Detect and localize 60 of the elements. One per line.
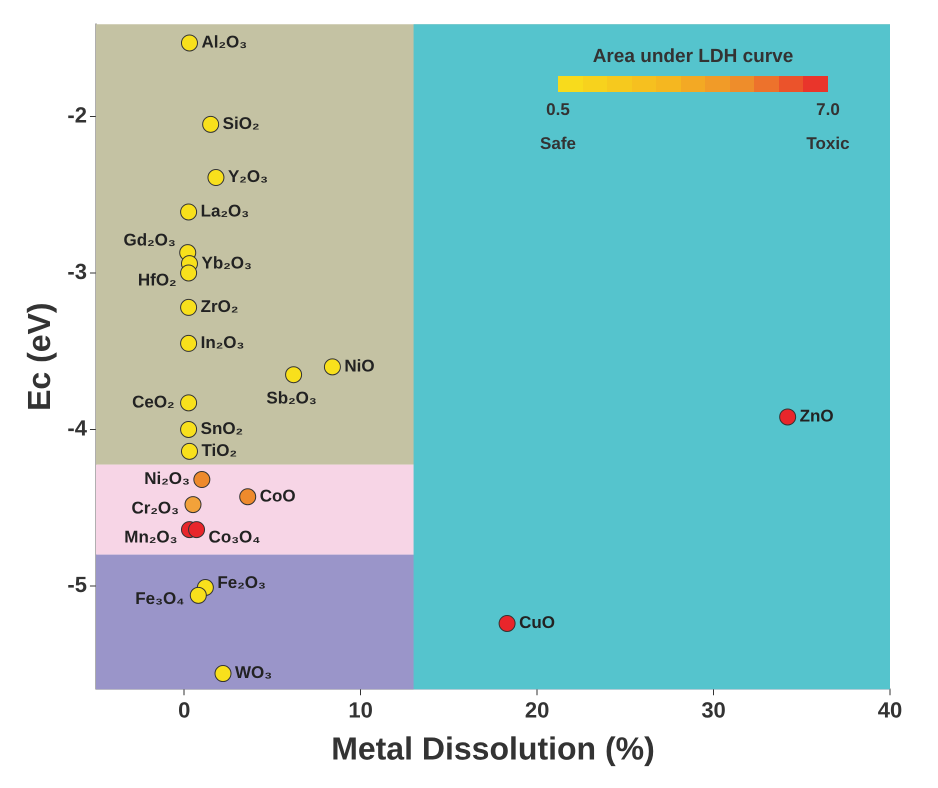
annotation: Fe₃O₄: [135, 589, 184, 608]
annotation: ZnO: [800, 406, 834, 426]
annotation: Safe: [539, 134, 577, 154]
x-tick-label: 40: [878, 697, 902, 722]
point: [498, 614, 516, 632]
y-axis-title: Ec (eV): [21, 302, 58, 411]
annotation: Y₂O₃: [228, 167, 268, 186]
point: [324, 358, 341, 376]
point: [285, 366, 302, 384]
x-tick-label: 10: [348, 697, 373, 722]
point: [188, 521, 206, 538]
annotation: Gd₂O₃: [123, 230, 176, 250]
y-tick-label: -5: [67, 572, 87, 597]
point: [180, 394, 198, 412]
point: [207, 169, 224, 186]
annotation: Toxic: [805, 134, 851, 154]
annotation: La₂O₃: [200, 202, 250, 221]
point: [180, 34, 198, 52]
point: [239, 488, 256, 506]
annotation: CeO₂: [132, 392, 175, 412]
annotation: 7.0: [815, 100, 841, 120]
annotation: Yb₂O₃: [201, 253, 252, 272]
point: [180, 203, 198, 220]
annotation: HfO₂: [138, 270, 177, 290]
annotation: SiO₂: [222, 114, 260, 134]
y-tick-label: -4: [67, 416, 88, 441]
annotation: Cr₂O₃: [131, 498, 180, 518]
point: [180, 334, 198, 352]
y-tick-label: -3: [67, 259, 87, 284]
annotation: Al₂O₃: [201, 32, 248, 52]
point: [214, 665, 232, 682]
point: [184, 496, 202, 514]
point: [193, 471, 210, 488]
annotation: Co₃O₄: [208, 527, 260, 546]
point: [180, 264, 198, 282]
annotation: CuO: [519, 613, 555, 632]
point: [180, 442, 198, 460]
annotation: 0.5: [545, 100, 571, 120]
y-tick-label: -2: [67, 102, 87, 128]
color-bar-title: Area under LDH curve: [592, 46, 794, 68]
annotation: WO₃: [235, 663, 272, 682]
x-tick-label: 0: [178, 697, 190, 722]
point: [202, 116, 220, 133]
annotation: TiO₂: [201, 441, 238, 460]
point: [190, 586, 207, 604]
annotation: SnO₂: [200, 419, 244, 438]
annotation: Mn₂O₃: [124, 527, 178, 546]
x-tick-label: 30: [701, 697, 726, 722]
annotation: Sb₂O₃: [266, 388, 317, 408]
point: [180, 298, 198, 316]
annotation: ZrO₂: [200, 297, 238, 316]
point: [779, 408, 796, 426]
annotation: Ni₂O₃: [144, 469, 190, 488]
annotation: NiO: [344, 356, 375, 376]
annotation: Fe₂O₃: [217, 573, 266, 592]
x-tick-label: 20: [524, 697, 550, 722]
annotation: In₂O₃: [200, 333, 244, 352]
annotation: CoO: [260, 486, 296, 506]
x-axis-title: Metal Dissolution (%): [331, 730, 655, 767]
point: [180, 420, 198, 438]
